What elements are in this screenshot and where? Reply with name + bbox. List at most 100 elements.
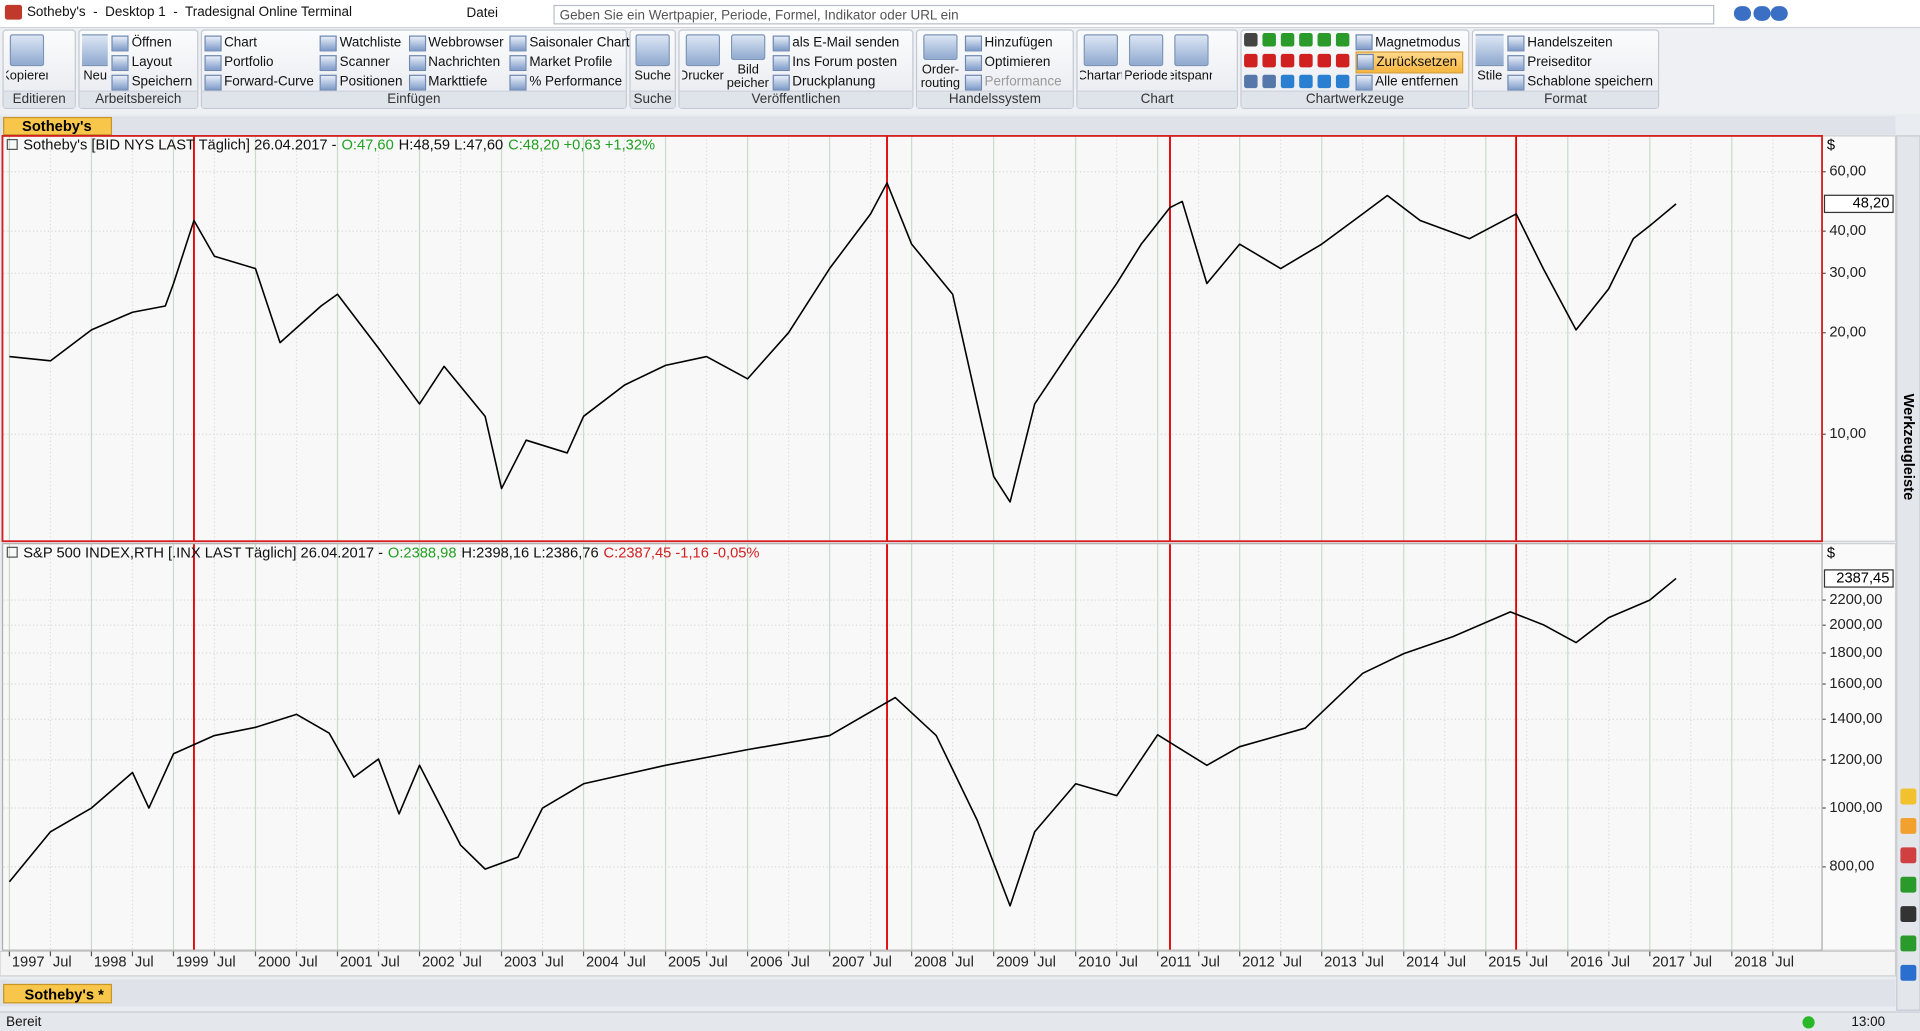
ribbon-small-button[interactable]: Speichern: [111, 72, 195, 92]
last-price-label: 2387,45: [1836, 570, 1889, 586]
button-label: Handelszeiten: [1527, 35, 1613, 51]
y-tick-label: 800,00: [1829, 859, 1874, 875]
ribbon-small-button[interactable]: Nachrichten: [408, 53, 506, 73]
ribbon-button[interactable]: Order-routing: [920, 33, 962, 91]
ribbon-small-button[interactable]: Portfolio: [204, 53, 316, 73]
tool-icon[interactable]: [1244, 74, 1258, 89]
ribbon-small-button[interactable]: % Performance: [509, 72, 632, 92]
sidebar-tool[interactable]: [1900, 847, 1917, 864]
x-tick-label: 1998: [94, 954, 127, 970]
tool-icon[interactable]: [1335, 33, 1350, 47]
button-icon: [1083, 34, 1118, 67]
tool-icon[interactable]: [1262, 53, 1276, 68]
window-title: Sotheby's - Desktop 1 - Tradesignal Onli…: [26, 4, 352, 20]
x-tick-label: Jul: [1447, 954, 1466, 970]
ribbon-button[interactable]: Zeitspanne: [1171, 33, 1212, 91]
ribbon-small-button[interactable]: Forward-Curve: [204, 72, 316, 92]
ribbon-button[interactable]: Neu: [82, 33, 109, 91]
tool-icon[interactable]: [1280, 53, 1295, 68]
button-column: Öffnen Layout Speichern: [111, 33, 195, 92]
ribbon-small-button[interactable]: Ins Forum posten: [772, 53, 902, 73]
forward-button[interactable]: [1753, 6, 1771, 21]
x-tick-label: Jul: [1611, 954, 1630, 970]
ribbon-button[interactable]: Kopieren: [6, 33, 48, 91]
ribbon-small-button[interactable]: Webbrowser: [408, 33, 506, 53]
status-text: Bereit: [6, 1015, 42, 1030]
ribbon-small-button[interactable]: Hinzufügen: [964, 33, 1064, 53]
ribbon-small-button[interactable]: Watchliste: [320, 33, 405, 53]
sidebar-tool[interactable]: [1900, 935, 1917, 952]
tool-icon[interactable]: [1299, 33, 1313, 47]
ribbon-button[interactable]: Stile: [1475, 33, 1504, 91]
x-tick-label: Jul: [791, 954, 810, 970]
ribbon-small-button[interactable]: Performance: [964, 72, 1064, 92]
help-button[interactable]: [1770, 6, 1788, 21]
button-icon: [408, 34, 426, 51]
ribbon-button[interactable]: Drucken: [682, 33, 724, 91]
tool-icon[interactable]: [1280, 33, 1295, 47]
ribbon-small-button[interactable]: Preiseditor: [1507, 53, 1656, 73]
tool-icon[interactable]: [1335, 74, 1350, 89]
x-tick-label: Jul: [217, 954, 236, 970]
x-tick-label: 2007: [832, 954, 865, 970]
status-time: 13:00: [1851, 1015, 1886, 1030]
ribbon-small-button[interactable]: Zurücksetzen: [1355, 51, 1463, 74]
document-tab[interactable]: [3, 116, 113, 136]
ribbon-small-button[interactable]: Chart: [204, 33, 316, 53]
ribbon-small-button[interactable]: Positionen: [320, 72, 405, 92]
group-label: Handelssystem: [917, 90, 1073, 108]
sidebar-tool[interactable]: [1900, 906, 1917, 923]
sidebar-tool[interactable]: [1900, 876, 1917, 893]
ribbon-small-button[interactable]: Market Profile: [509, 53, 632, 73]
button-column: Chart Portfolio Forward-Curve: [204, 33, 316, 92]
button-label: Neu: [83, 68, 107, 84]
x-tick-label: Jul: [1119, 954, 1138, 970]
ribbon-button[interactable]: Periode: [1125, 33, 1167, 91]
ribbon-small-button[interactable]: Druckplanung: [772, 72, 902, 92]
x-tick-label: Jul: [709, 954, 728, 970]
sidebar-tool[interactable]: [1900, 817, 1917, 834]
group-label: Arbeitsbereich: [79, 90, 198, 108]
last-price-box: [1823, 194, 1894, 214]
ribbon-small-button[interactable]: Scanner: [320, 53, 405, 73]
sidebar-tool[interactable]: [1900, 964, 1917, 981]
tool-icon[interactable]: [1335, 53, 1350, 68]
ribbon-small-button[interactable]: Magnetmodus: [1355, 33, 1463, 52]
ribbon-button[interactable]: Suche: [633, 33, 672, 91]
ribbon-small-button[interactable]: Layout: [111, 53, 195, 73]
ribbon-small-button[interactable]: Markttiefe: [408, 72, 506, 92]
ribbon-small-button[interactable]: Handelszeiten: [1507, 33, 1656, 53]
back-button[interactable]: [1733, 6, 1752, 21]
menu-button[interactable]: Datei: [466, 6, 498, 21]
search-box[interactable]: Geben Sie ein Wertpapier, Periode, Forme…: [553, 4, 1715, 25]
tool-icon[interactable]: [1299, 53, 1313, 68]
last-price-box: [1823, 569, 1894, 588]
bottom-tab[interactable]: [3, 983, 113, 1004]
tool-icon[interactable]: [1317, 74, 1332, 89]
sidebar-tool[interactable]: [1900, 788, 1917, 805]
tool-icon[interactable]: [1244, 33, 1258, 47]
drawing-tools: [1244, 33, 1352, 91]
x-tick-label: 2000: [258, 954, 291, 970]
ribbon-small-button[interactable]: als E-Mail senden: [772, 33, 902, 53]
ribbon-small-button[interactable]: Alle entfernen: [1355, 73, 1463, 92]
ribbon-button[interactable]: Bild speichern: [727, 33, 769, 91]
ribbon-small-button[interactable]: Schablone speichern: [1507, 72, 1656, 92]
tool-icon[interactable]: [1244, 53, 1258, 68]
x-tick-label: 2012: [1242, 954, 1275, 970]
tool-icon[interactable]: [1317, 33, 1332, 47]
ribbon-button[interactable]: Chartart: [1080, 33, 1122, 91]
button-icon: [204, 54, 222, 71]
ribbon-small-button[interactable]: Optimieren: [964, 53, 1064, 73]
tool-icon[interactable]: [1262, 74, 1276, 89]
x-tick-label: Jul: [545, 954, 564, 970]
price-line: [9, 182, 1677, 503]
tool-icon[interactable]: [1262, 33, 1276, 47]
button-label: Bild speichern: [727, 62, 769, 91]
tool-icon[interactable]: [1317, 53, 1332, 68]
ribbon-small-button[interactable]: Öffnen: [111, 33, 195, 53]
tool-icon[interactable]: [1280, 74, 1295, 89]
tool-icon[interactable]: [1299, 74, 1313, 89]
ribbon-small-button[interactable]: Saisonaler Chart: [509, 33, 632, 53]
